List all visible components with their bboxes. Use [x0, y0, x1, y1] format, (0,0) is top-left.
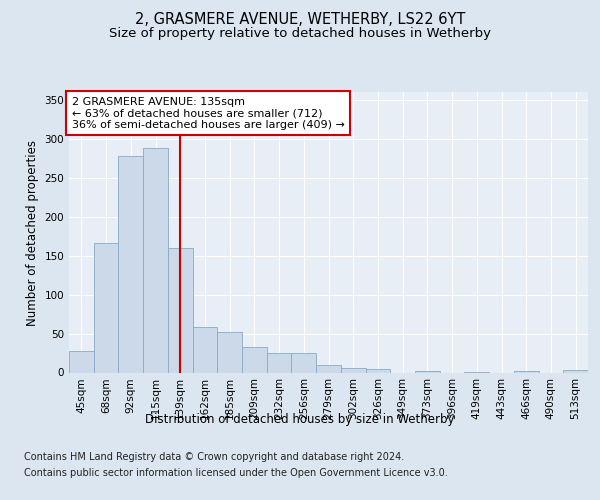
Bar	[94, 242, 118, 372]
Text: Distribution of detached houses by size in Wetherby: Distribution of detached houses by size …	[145, 412, 455, 426]
Text: 2 GRASMERE AVENUE: 135sqm
← 63% of detached houses are smaller (712)
36% of semi: 2 GRASMERE AVENUE: 135sqm ← 63% of detac…	[71, 96, 344, 130]
Bar	[267, 353, 292, 372]
Bar	[242, 347, 267, 372]
Text: Contains public sector information licensed under the Open Government Licence v3: Contains public sector information licen…	[24, 468, 448, 477]
Bar	[316, 364, 341, 372]
Text: 2, GRASMERE AVENUE, WETHERBY, LS22 6YT: 2, GRASMERE AVENUE, WETHERBY, LS22 6YT	[135, 12, 465, 28]
Bar	[193, 328, 217, 372]
Bar	[69, 350, 94, 372]
Text: Size of property relative to detached houses in Wetherby: Size of property relative to detached ho…	[109, 28, 491, 40]
Bar	[365, 370, 390, 372]
Bar	[168, 248, 193, 372]
Bar	[341, 368, 365, 372]
Bar	[292, 353, 316, 372]
Y-axis label: Number of detached properties: Number of detached properties	[26, 140, 39, 326]
Text: Contains HM Land Registry data © Crown copyright and database right 2024.: Contains HM Land Registry data © Crown c…	[24, 452, 404, 462]
Bar	[415, 371, 440, 372]
Bar	[563, 370, 588, 372]
Bar	[118, 156, 143, 372]
Bar	[143, 148, 168, 372]
Bar	[514, 371, 539, 372]
Bar	[217, 332, 242, 372]
